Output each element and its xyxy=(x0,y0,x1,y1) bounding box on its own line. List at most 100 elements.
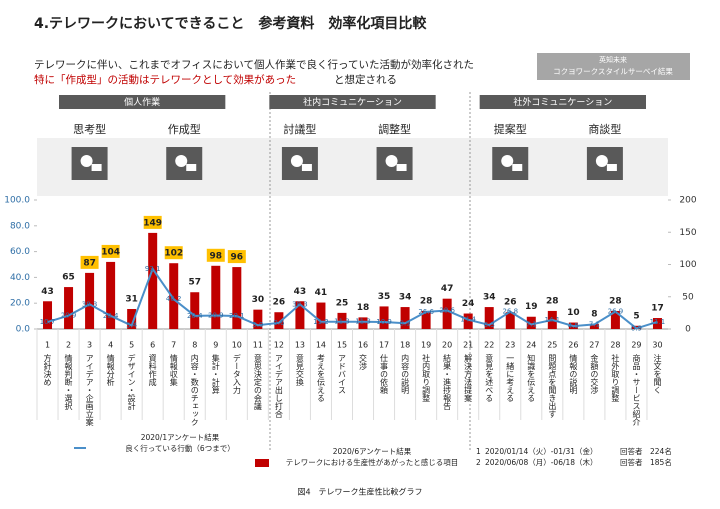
type-label: 提案型 xyxy=(494,122,527,136)
y2-tick-label: 200 xyxy=(679,196,696,206)
bar-label: 19 xyxy=(525,302,538,312)
x-category: 金額の交渉 xyxy=(590,353,599,395)
bar-label: 102 xyxy=(164,249,183,259)
x-number: 25 xyxy=(547,341,557,350)
icon-part xyxy=(186,164,197,171)
bar xyxy=(127,309,137,329)
icon-part xyxy=(301,164,312,171)
bar xyxy=(652,318,662,329)
x-category: 意見を述べる xyxy=(485,353,494,402)
bar-label: 34 xyxy=(483,293,496,303)
x-category: 注文を聞く xyxy=(653,353,662,394)
x-category: 方針決め xyxy=(43,353,52,386)
line-label: 11.1 xyxy=(650,318,666,326)
bar-label: 10 xyxy=(567,308,580,318)
x-number: 8 xyxy=(192,341,197,350)
bar-label: 26 xyxy=(504,298,517,308)
line-label: 26.6 xyxy=(418,308,434,316)
x-number: 14 xyxy=(316,341,326,350)
icon-band xyxy=(37,138,668,196)
line-label: 5.9 xyxy=(252,321,263,329)
bar-label: 28 xyxy=(546,296,559,306)
x-number: 23 xyxy=(505,341,515,350)
line-label: 28.6 xyxy=(439,307,455,315)
label-highlight xyxy=(143,215,162,229)
bar-label: 26 xyxy=(273,298,286,308)
group-header xyxy=(479,95,646,109)
y-tick-label: 20.0 xyxy=(10,299,30,309)
y-tick-label: 0.0 xyxy=(16,325,31,335)
line xyxy=(47,266,658,330)
x-number: 24 xyxy=(526,341,536,350)
legend-name: 2020/6アンケート結果 xyxy=(333,446,412,456)
survey-respondents: 回答者 185名 xyxy=(620,457,672,467)
y-tick-label: 40.0 xyxy=(10,273,30,283)
icon-part xyxy=(80,155,93,167)
x-number: 6 xyxy=(150,341,155,350)
x-category: 解決方法提案 xyxy=(464,353,473,403)
line-label: 0.9 xyxy=(631,324,642,332)
bar-label: 96 xyxy=(231,253,244,263)
bar xyxy=(463,313,473,329)
x-number: 9 xyxy=(213,341,218,350)
bar xyxy=(169,263,179,329)
bar-label: 34 xyxy=(399,293,412,303)
bar xyxy=(400,307,410,329)
x-category: 社外取り調整 xyxy=(611,353,620,402)
legend-bar xyxy=(255,459,269,467)
x-number: 5 xyxy=(129,341,134,350)
line-label: 11.3 xyxy=(334,318,350,326)
x-number: 18 xyxy=(400,341,410,350)
bar-label: 87 xyxy=(83,258,96,268)
line-label: 7.1 xyxy=(589,320,600,328)
bar-label: 18 xyxy=(357,303,370,313)
bar-label: 104 xyxy=(101,247,120,257)
x-number: 26 xyxy=(568,341,578,350)
bar-label: 57 xyxy=(188,278,201,288)
x-number: 17 xyxy=(379,341,389,350)
bar-label: 98 xyxy=(210,251,223,261)
x-category: 考えを伝える xyxy=(316,354,325,402)
x-category: デザイン・設計 xyxy=(127,353,136,411)
legend-name: 2020/1アンケート結果 xyxy=(141,432,220,442)
x-category: データ入力 xyxy=(232,353,241,395)
y2-tick-label: 100 xyxy=(679,260,696,270)
bar xyxy=(232,267,242,329)
bar-label: 8 xyxy=(591,309,597,319)
x-number: 22 xyxy=(484,341,494,350)
caption: 図4 テレワーク生産性比較グラフ xyxy=(297,487,422,497)
bar-label: 17 xyxy=(651,304,664,314)
group-label: 社内コミュニケーション xyxy=(303,96,402,108)
icon-part xyxy=(175,155,188,167)
bar-label: 5 xyxy=(633,311,639,321)
bar-label: 35 xyxy=(378,292,391,302)
line-label: 6.3 xyxy=(484,321,495,329)
label-highlight xyxy=(206,248,225,262)
line-label: 26.9 xyxy=(608,308,624,316)
bar xyxy=(106,261,116,329)
x-category: アイデア・企画立案 xyxy=(85,354,94,427)
x-number: 1 xyxy=(45,341,50,350)
x-category: 情報分析 xyxy=(106,353,115,387)
icon-part xyxy=(396,164,407,171)
line-label: 46.2 xyxy=(166,295,182,303)
x-category: 商品・サービス紹介 xyxy=(632,353,641,426)
bar-label: 41 xyxy=(315,288,328,298)
x-category: 仕事の依頼 xyxy=(380,353,389,395)
bar xyxy=(274,312,284,329)
x-number: 27 xyxy=(589,341,599,350)
x-category: 資料作成 xyxy=(148,353,157,387)
type-label: 調整型 xyxy=(378,122,411,136)
subtitle: テレワークに伴い、これまでオフィスにおいて個人作業で良く行っていた活動が効率化さ… xyxy=(34,58,474,71)
bar xyxy=(484,307,494,329)
bar xyxy=(442,298,452,329)
survey-respondents: 回答者 224名 xyxy=(620,446,672,456)
x-number: 28 xyxy=(610,341,620,350)
bar xyxy=(253,309,263,329)
icon-part xyxy=(385,155,398,167)
icon-part xyxy=(606,164,617,171)
legend-desc: 良く行っている行動（6つまで） xyxy=(125,443,234,453)
icon-part xyxy=(91,164,102,171)
x-category: 交渉 xyxy=(359,353,368,371)
